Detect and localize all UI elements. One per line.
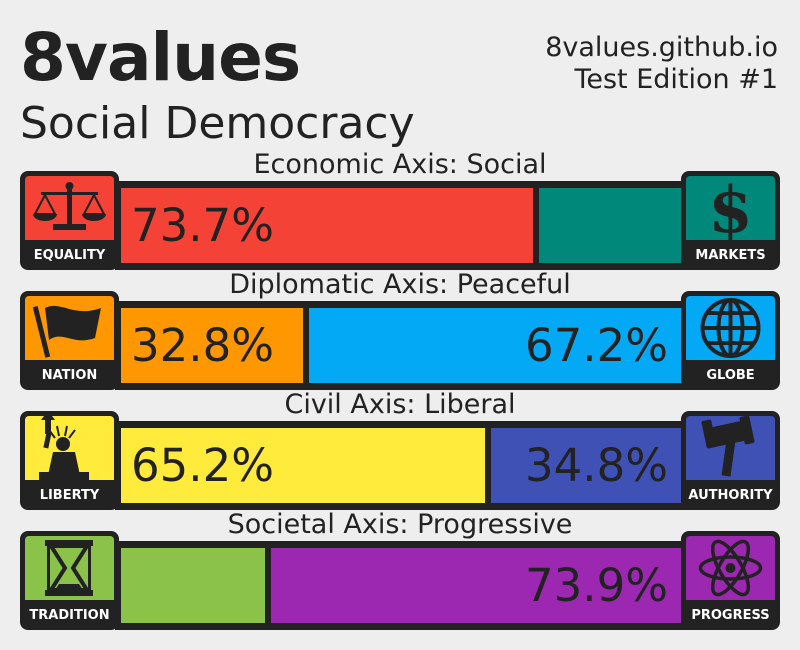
globe-label: GLOBE <box>706 368 755 383</box>
civil-axis-left-bar: 65.2% <box>121 428 485 503</box>
civil-axis-title: Civil Axis: Liberal <box>284 389 516 420</box>
left-percent-label: 73.7% <box>131 199 274 252</box>
civil-axis-bar: 65.2% 34.8% <box>115 421 690 510</box>
liberty-badge: LIBERTY <box>20 411 119 510</box>
economic-axis-bar: 73.7% <box>115 181 690 270</box>
economic-axis-left-bar: 73.7% <box>121 188 533 263</box>
right-percent-label: 73.9% <box>525 559 668 612</box>
progress-label: PROGRESS <box>691 608 770 623</box>
economic-axis-right-bar <box>539 188 684 263</box>
globe-icon <box>686 296 775 360</box>
app-title: 8values <box>20 19 301 96</box>
edition-label: Test Edition #1 <box>574 64 778 95</box>
liberty-label: LIBERTY <box>39 488 100 503</box>
site-info: 8values.github.io Test Edition #1 <box>545 32 778 96</box>
tradition-label: TRADITION <box>29 608 110 623</box>
markets-badge: $ MARKETS <box>681 171 780 270</box>
markets-label: MARKETS <box>695 248 766 263</box>
flag-icon <box>25 296 114 360</box>
economic-axis-title: Economic Axis: Social <box>253 149 547 180</box>
nation-label: NATION <box>41 368 98 383</box>
dollar-icon: $ <box>686 176 775 240</box>
nation-badge: NATION <box>20 291 119 390</box>
diplomatic-axis-title: Diplomatic Axis: Peaceful <box>229 269 571 300</box>
societal-axis-bar: 73.9% <box>115 541 690 630</box>
ideology-name: Social Democracy <box>20 98 415 149</box>
atom-icon <box>686 536 775 600</box>
left-percent-label: 65.2% <box>131 439 274 492</box>
site-url: 8values.github.io <box>545 32 778 63</box>
right-percent-label: 34.8% <box>525 439 668 492</box>
hourglass-icon <box>25 536 114 600</box>
statue-of-liberty-icon <box>25 416 114 480</box>
equality-label: EQUALITY <box>33 248 106 263</box>
tradition-badge: TRADITION <box>20 531 119 630</box>
societal-axis-left-bar <box>121 548 265 623</box>
svg-text:$: $ <box>708 176 753 240</box>
civil-axis-right-bar: 34.8% <box>491 428 684 503</box>
diplomatic-axis-bar: 32.8% 67.2% <box>115 301 690 390</box>
societal-axis-right-bar: 73.9% <box>271 548 684 623</box>
left-percent-label: 32.8% <box>131 319 274 372</box>
globe-badge: GLOBE <box>681 291 780 390</box>
authority-label: AUTHORITY <box>688 488 773 503</box>
societal-axis-title: Societal Axis: Progressive <box>227 509 573 540</box>
right-percent-label: 67.2% <box>525 319 668 372</box>
scales-icon <box>25 176 114 240</box>
diplomatic-axis-right-bar: 67.2% <box>309 308 684 383</box>
progress-badge: PROGRESS <box>681 531 780 630</box>
authority-badge: AUTHORITY <box>681 411 780 510</box>
gavel-icon <box>686 416 775 480</box>
equality-badge: EQUALITY <box>20 171 119 270</box>
diplomatic-axis-left-bar: 32.8% <box>121 308 303 383</box>
